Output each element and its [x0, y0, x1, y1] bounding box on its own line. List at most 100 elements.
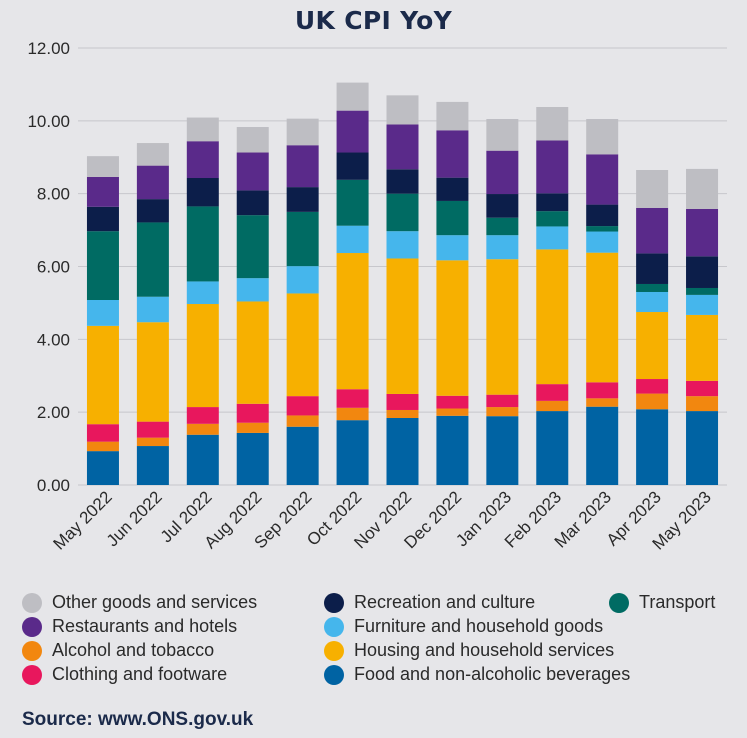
bar-segment-other-goods-and-services — [236, 127, 269, 153]
bar-segment-alcohol-and-tobacco — [136, 437, 169, 447]
bar-segment-clothing-and-footware — [336, 389, 369, 408]
bar-stack — [86, 156, 119, 485]
bar-segment-clothing-and-footware — [86, 424, 119, 442]
legend-item-restaurants-and-hotels: Restaurants and hotels — [22, 616, 237, 637]
bar-segment-restaurants-and-hotels — [336, 110, 369, 153]
bar-segment-other-goods-and-services — [86, 156, 119, 177]
bar-segment-furniture-and-household-goods — [336, 225, 369, 254]
chart-plot: 0.00 2.00 4.00 6.00 8.00 10.00 12.00 May 2022J… — [27, 39, 727, 554]
legend-item-alcohol-and-tobacco: Alcohol and tobacco — [22, 640, 214, 661]
source-note: Source: www.ONS.gov.uk — [22, 709, 254, 730]
bar-segment-recreation-and-culture — [436, 177, 469, 201]
bar-segment-transport — [486, 217, 519, 236]
bar-stack — [586, 119, 619, 485]
bar-segment-restaurants-and-hotels — [686, 208, 719, 257]
bar-segment-furniture-and-household-goods — [386, 231, 419, 259]
legend-label: Furniture and household goods — [354, 616, 604, 636]
bar-segment-clothing-and-footware — [236, 403, 269, 423]
bar-segment-food-and-non-alcoholic-beverages — [486, 416, 519, 485]
legend-swatch — [22, 616, 42, 637]
bar-segment-housing-and-household-services — [336, 253, 369, 390]
bar-segment-clothing-and-footware — [536, 384, 569, 401]
bar-segment-food-and-non-alcoholic-beverages — [336, 420, 369, 485]
bar-segment-furniture-and-household-goods — [636, 291, 669, 313]
bar-segment-clothing-and-footware — [686, 380, 719, 397]
bar-segment-furniture-and-household-goods — [486, 235, 519, 260]
bar-segment-housing-and-household-services — [536, 249, 569, 385]
chart-title: UK CPI YoY — [294, 6, 453, 35]
bar-segment-transport — [86, 231, 119, 301]
bar-segment-restaurants-and-hotels — [236, 152, 269, 191]
bar-segment-alcohol-and-tobacco — [436, 408, 469, 416]
y-tick-label: 4.00 — [37, 330, 70, 349]
bar-segment-clothing-and-footware — [186, 407, 219, 424]
bar-segment-furniture-and-household-goods — [686, 294, 719, 315]
legend-label: Food and non-alcoholic beverages — [354, 664, 631, 684]
legend-label: Alcohol and tobacco — [52, 640, 215, 660]
bar-segment-clothing-and-footware — [286, 396, 319, 416]
bar-segment-recreation-and-culture — [536, 193, 569, 212]
bar-segment-restaurants-and-hotels — [86, 176, 119, 207]
bar-segment-restaurants-and-hotels — [136, 165, 169, 200]
legend-label: Recreation and culture — [354, 592, 536, 612]
bar-segment-food-and-non-alcoholic-beverages — [286, 426, 319, 485]
x-tick-label: May 2022 — [50, 487, 116, 553]
bar-segment-alcohol-and-tobacco — [286, 415, 319, 427]
legend-swatch — [22, 664, 42, 685]
bar-stack — [136, 143, 169, 485]
bar-segment-alcohol-and-tobacco — [686, 396, 719, 412]
bar-segment-transport — [436, 200, 469, 236]
bar-segment-recreation-and-culture — [136, 199, 169, 223]
bar-segment-alcohol-and-tobacco — [636, 393, 669, 410]
legend-item-recreation-and-culture: Recreation and culture — [324, 592, 535, 613]
bar-segment-transport — [586, 226, 619, 232]
bar-stack — [386, 95, 419, 485]
bar-segment-recreation-and-culture — [336, 152, 369, 180]
legend-label: Housing and household services — [354, 640, 615, 660]
bar-stack — [286, 118, 319, 485]
bar-segment-food-and-non-alcoholic-beverages — [186, 434, 219, 485]
bar-segment-recreation-and-culture — [236, 190, 269, 216]
y-tick-label: 2.00 — [37, 403, 70, 422]
bar-segment-housing-and-household-services — [436, 260, 469, 396]
bar-stack — [336, 82, 369, 485]
bar-segment-clothing-and-footware — [486, 394, 519, 408]
bar-segment-other-goods-and-services — [336, 82, 369, 111]
bar-segment-food-and-non-alcoholic-beverages — [636, 409, 669, 485]
legend-item-clothing-and-footware: Clothing and footware — [22, 664, 227, 685]
bar-segment-housing-and-household-services — [236, 301, 269, 404]
bar-segment-restaurants-and-hotels — [486, 150, 519, 195]
bar-segment-furniture-and-household-goods — [136, 296, 169, 323]
bar-segment-clothing-and-footware — [386, 393, 419, 410]
bar-segment-restaurants-and-hotels — [636, 207, 669, 254]
bar-segment-housing-and-household-services — [136, 322, 169, 422]
bar-segment-transport — [236, 215, 269, 279]
bar-segment-restaurants-and-hotels — [286, 145, 319, 188]
legend-swatch — [22, 640, 42, 661]
bar-segment-food-and-non-alcoholic-beverages — [536, 411, 569, 485]
legend-item-furniture-and-household-goods: Furniture and household goods — [324, 616, 603, 637]
bars — [86, 82, 719, 485]
bar-segment-alcohol-and-tobacco — [336, 407, 369, 421]
bar-segment-other-goods-and-services — [136, 143, 169, 166]
bar-segment-housing-and-household-services — [686, 314, 719, 381]
bar-segment-alcohol-and-tobacco — [236, 422, 269, 433]
legend-swatch — [324, 640, 344, 661]
bar-segment-furniture-and-household-goods — [286, 266, 319, 294]
y-axis-ticks: 0.00 2.00 4.00 6.00 8.00 10.00 12.00 — [27, 39, 70, 495]
bar-segment-recreation-and-culture — [286, 187, 319, 212]
bar-segment-alcohol-and-tobacco — [486, 407, 519, 417]
legend-label: Transport — [639, 592, 716, 612]
legend-swatch — [22, 592, 42, 613]
bar-stack — [186, 117, 219, 485]
legend-swatch — [324, 592, 344, 613]
legend-item-housing-and-household-services: Housing and household services — [324, 640, 614, 661]
legend-item-other-goods-and-services: Other goods and services — [22, 592, 257, 613]
bar-segment-housing-and-household-services — [386, 258, 419, 394]
legend-label: Clothing and footware — [52, 664, 228, 684]
y-tick-label: 12.00 — [27, 39, 70, 58]
bar-segment-recreation-and-culture — [186, 178, 219, 207]
bar-segment-food-and-non-alcoholic-beverages — [586, 406, 619, 485]
bar-segment-alcohol-and-tobacco — [386, 409, 419, 418]
